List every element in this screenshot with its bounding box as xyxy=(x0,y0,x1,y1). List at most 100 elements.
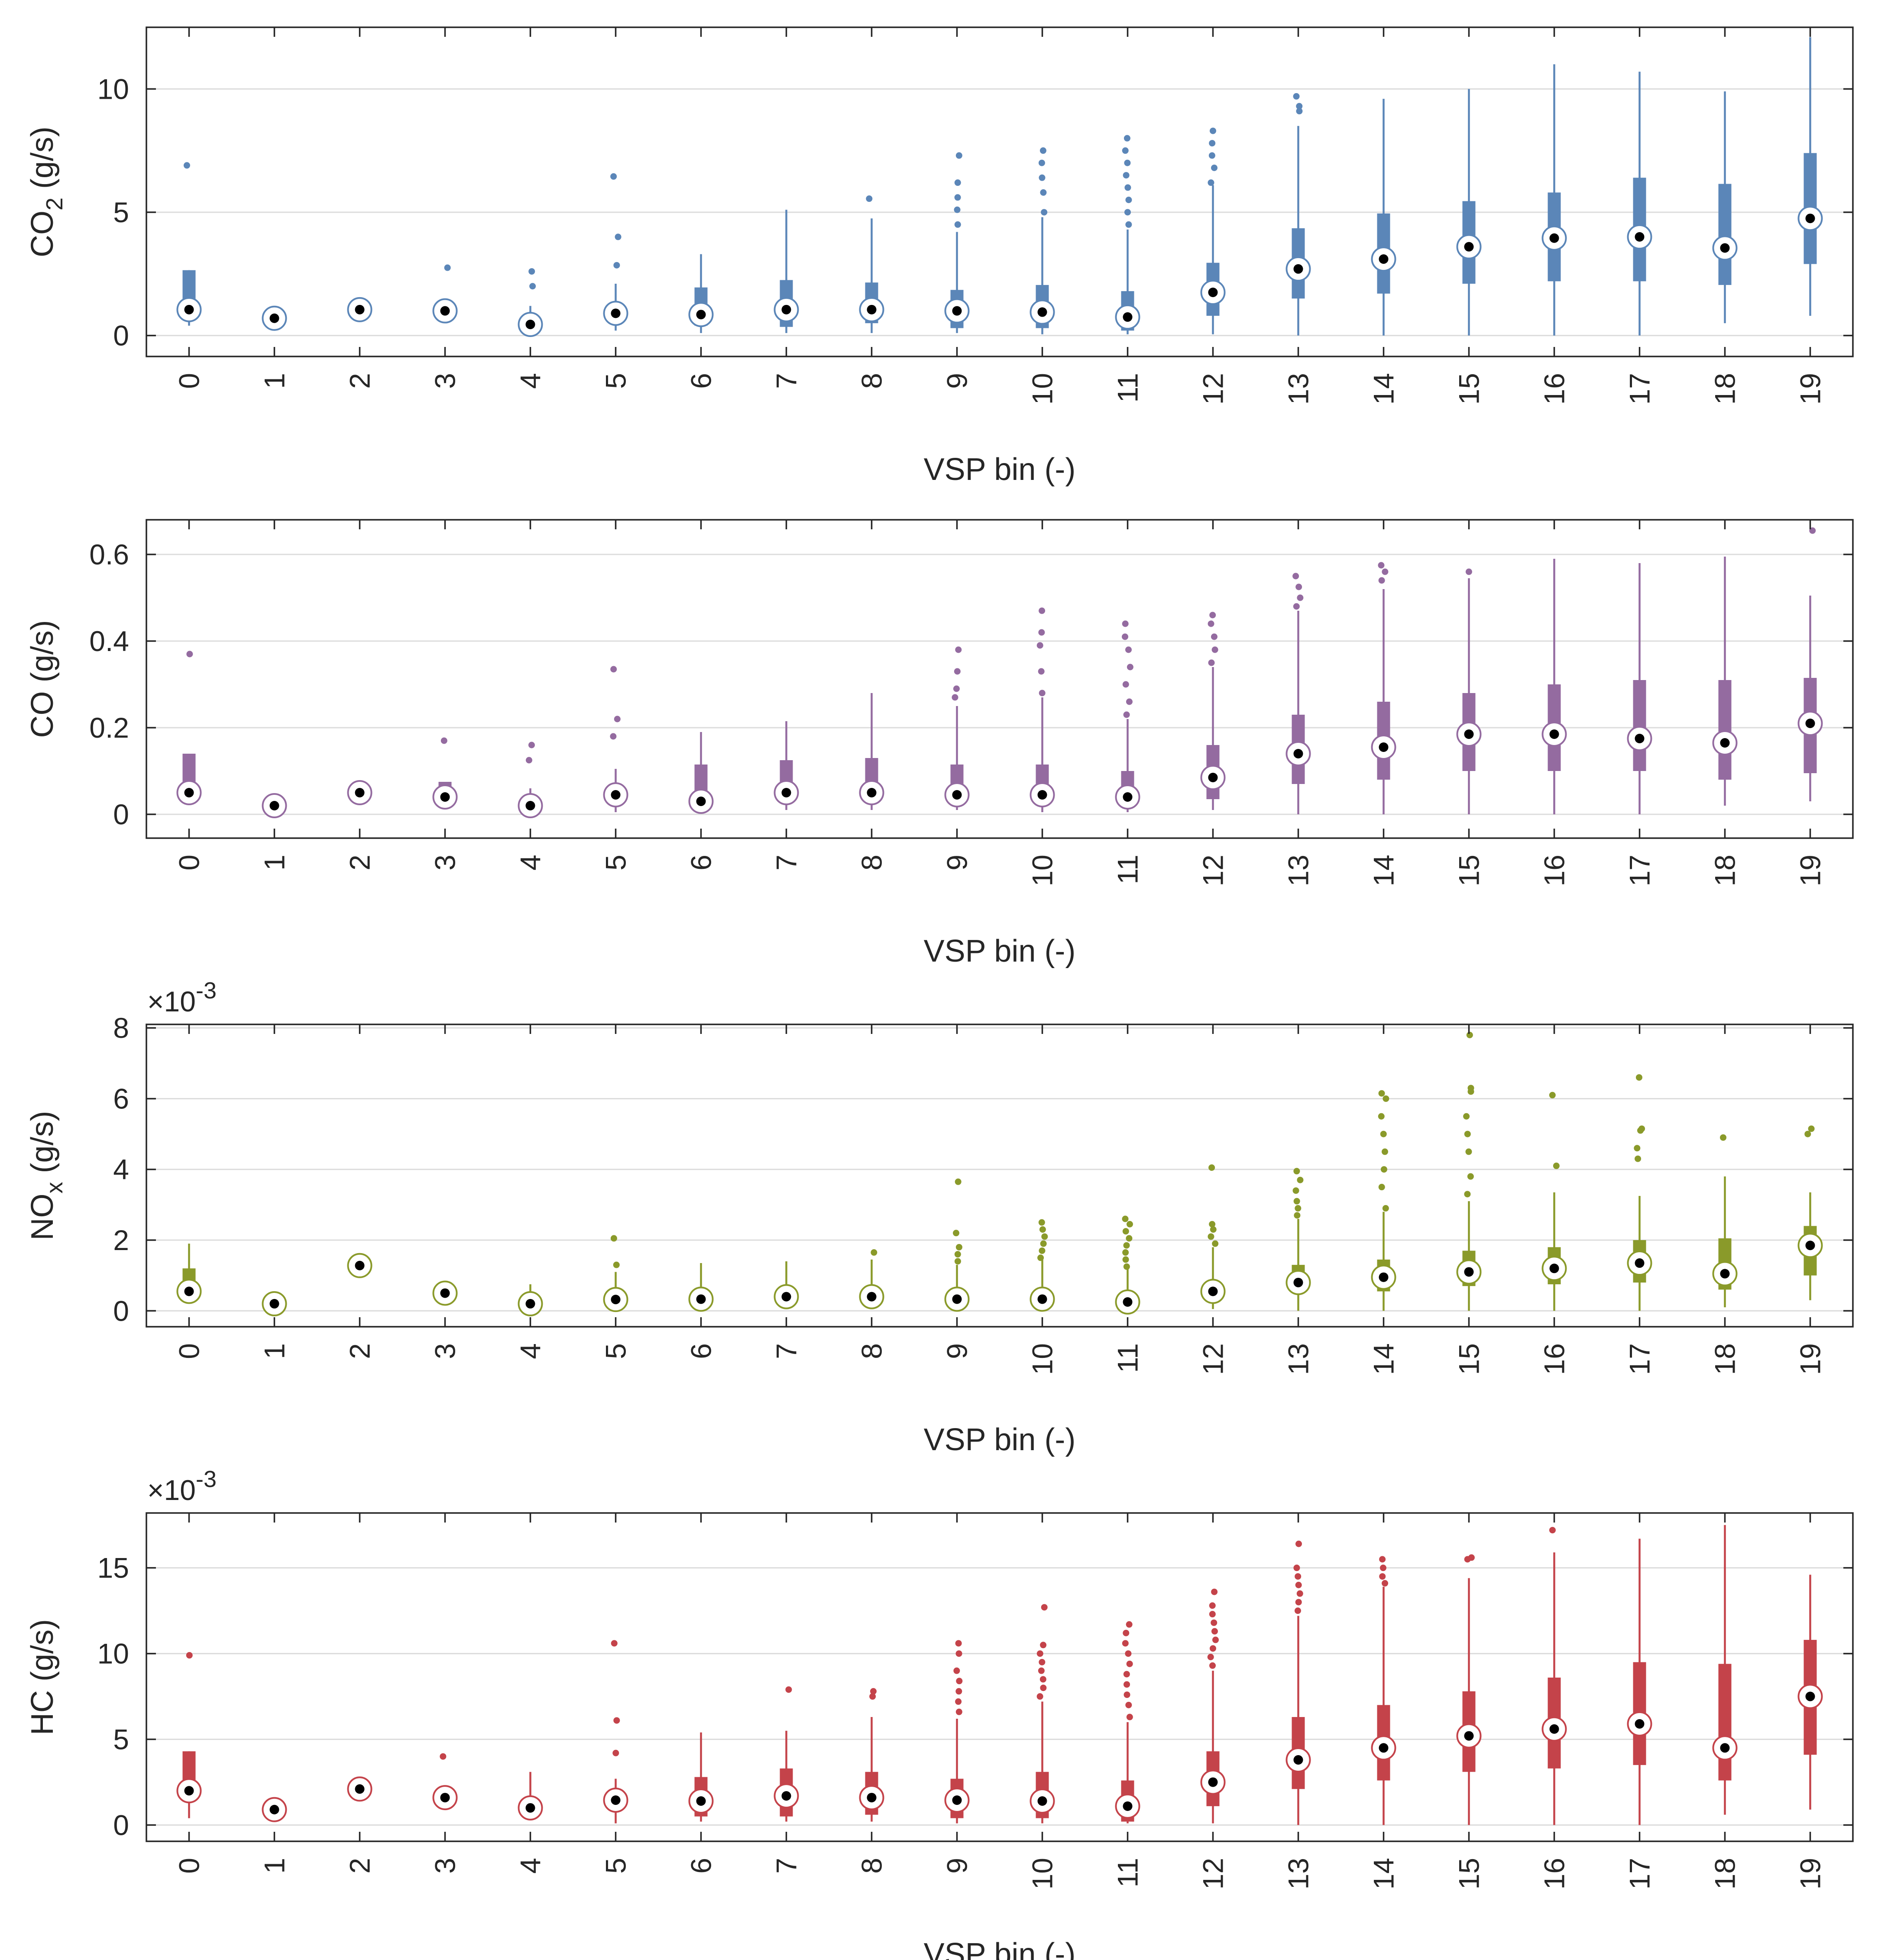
median-dot xyxy=(1379,1743,1389,1753)
outlier-point xyxy=(1295,1607,1301,1614)
median-dot xyxy=(1464,1267,1474,1276)
y-axis-label-subscript: 2 xyxy=(42,198,68,211)
median-dot xyxy=(611,308,621,318)
median-dot xyxy=(1550,1724,1559,1734)
y-axis-label: HC (g/s) xyxy=(25,1619,60,1735)
y-axis-label-main: HC (g/s) xyxy=(25,1619,60,1735)
box-11 xyxy=(1116,1621,1140,1824)
box-2 xyxy=(348,1777,372,1801)
outlier-point xyxy=(785,1686,792,1693)
box-1 xyxy=(263,794,286,817)
box-18 xyxy=(1713,91,1737,323)
outlier-point xyxy=(1553,1163,1560,1169)
x-tick-label: 2 xyxy=(344,1343,376,1359)
outlier-point xyxy=(1038,668,1045,675)
median-dot xyxy=(1208,773,1218,782)
outlier-point xyxy=(1464,1191,1470,1197)
outlier-point xyxy=(1380,1131,1387,1137)
box-7 xyxy=(775,210,798,333)
outlier-point xyxy=(1211,634,1217,640)
box-2 xyxy=(348,298,372,321)
box-4 xyxy=(519,1284,542,1315)
x-tick-label: 1 xyxy=(259,373,291,389)
median-dot xyxy=(1806,1241,1815,1250)
x-tick-label: 19 xyxy=(1794,1858,1826,1889)
outlier-point xyxy=(1549,1092,1556,1098)
box-13 xyxy=(1287,1541,1310,1825)
box-2 xyxy=(348,1254,372,1277)
outlier-point xyxy=(1040,1241,1047,1247)
box-6 xyxy=(690,1263,713,1311)
x-tick-label: 18 xyxy=(1709,855,1741,886)
x-tick-label: 12 xyxy=(1197,373,1229,405)
x-tick-label: 13 xyxy=(1282,373,1315,405)
box-5 xyxy=(604,173,628,330)
outlier-point xyxy=(956,1678,962,1684)
outlier-point xyxy=(1124,185,1131,191)
median-dot xyxy=(782,788,791,797)
outlier-point xyxy=(1211,1620,1217,1626)
x-tick-label: 5 xyxy=(600,1858,632,1874)
outlier-point xyxy=(871,1249,877,1256)
box-19 xyxy=(1799,528,1822,802)
median-dot xyxy=(1038,1294,1047,1304)
median-dot xyxy=(696,797,706,806)
outlier-point xyxy=(1126,1621,1133,1628)
median-dot xyxy=(1208,1286,1218,1296)
box-8 xyxy=(860,1249,884,1309)
outlier-point xyxy=(1378,562,1384,569)
outlier-point xyxy=(1125,1650,1131,1657)
x-tick-label: 18 xyxy=(1709,1343,1741,1375)
box-6 xyxy=(690,1733,713,1822)
outlier-point xyxy=(956,1709,962,1715)
outlier-point xyxy=(186,651,193,658)
outlier-point xyxy=(955,647,962,653)
outlier-point xyxy=(1293,1565,1300,1571)
median-dot xyxy=(1635,1258,1645,1268)
outlier-point xyxy=(1466,569,1472,575)
y-tick-label: 0 xyxy=(113,1295,129,1327)
median-dot xyxy=(1806,719,1815,728)
box-7 xyxy=(775,721,798,810)
x-tick-label: 19 xyxy=(1794,855,1826,886)
outlier-point xyxy=(1037,1693,1043,1700)
outlier-point xyxy=(441,738,447,744)
y-tick-label: 0 xyxy=(113,320,129,352)
y-tick-label: 5 xyxy=(113,196,129,228)
outlier-point xyxy=(955,194,961,201)
median-dot xyxy=(1464,729,1474,739)
outlier-point xyxy=(1295,1573,1301,1580)
outlier-point xyxy=(440,1753,446,1760)
outlier-point xyxy=(1295,1205,1301,1212)
box-14 xyxy=(1372,1556,1396,1825)
y-tick-label: 0.6 xyxy=(89,538,129,570)
x-tick-label: 6 xyxy=(685,855,717,871)
x-tick-label: 15 xyxy=(1453,373,1485,405)
y-tick-label: 8 xyxy=(113,1012,129,1044)
outlier-point xyxy=(1127,1221,1133,1228)
box-body xyxy=(1719,680,1732,780)
median-dot xyxy=(1550,729,1559,739)
outlier-point xyxy=(1125,221,1132,228)
outlier-point xyxy=(1124,1671,1130,1678)
median-dot xyxy=(867,1292,877,1302)
outlier-point xyxy=(1124,1691,1130,1698)
median-dot xyxy=(440,792,450,802)
outlier-point xyxy=(1040,1676,1046,1682)
axis-multiplier: ×10-3 xyxy=(147,1466,217,1506)
outlier-point xyxy=(529,283,536,289)
outlier-point xyxy=(1039,160,1045,166)
outlier-point xyxy=(528,268,535,275)
median-dot xyxy=(696,310,706,319)
x-tick-label: 9 xyxy=(941,1343,973,1359)
x-axis-label: VSP bin (-) xyxy=(924,934,1076,969)
outlier-point xyxy=(1124,135,1130,142)
axis-multiplier-base: ×10 xyxy=(147,985,196,1017)
box-5 xyxy=(604,666,628,813)
box-0 xyxy=(178,162,201,326)
outlier-point xyxy=(1293,1168,1300,1174)
x-tick-label: 5 xyxy=(600,373,632,389)
median-dot xyxy=(355,305,365,314)
axes-frame xyxy=(146,1513,1853,1841)
outlier-point xyxy=(1379,1184,1385,1190)
